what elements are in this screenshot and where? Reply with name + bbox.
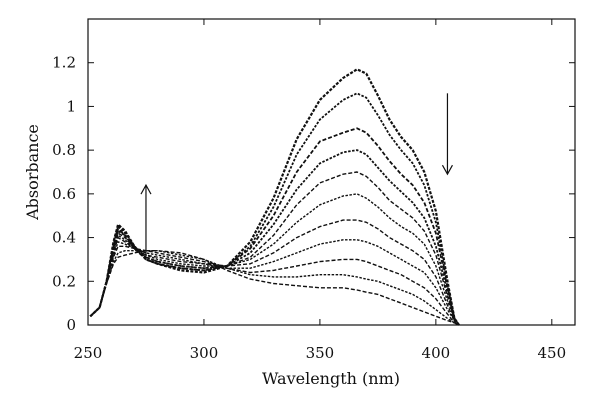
- x-tick-label: 250: [74, 344, 103, 362]
- x-tick-label: 300: [190, 344, 219, 362]
- y-axis-label: Absorbance: [23, 124, 42, 221]
- x-axis-label: Wavelength (nm): [262, 369, 400, 388]
- spectrum-curve: [89, 149, 460, 326]
- trend-arrow-head: [140, 183, 152, 195]
- x-axis-ticks: 250 300 350 400 450: [74, 19, 566, 362]
- spectrum-curve: [89, 219, 460, 326]
- x-tick-label: 450: [537, 344, 566, 362]
- x-tick-label: 400: [422, 344, 451, 362]
- trend-arrows: [140, 93, 453, 256]
- spectra-curves: [89, 68, 460, 326]
- y-tick-label: 0: [66, 316, 76, 334]
- y-tick-label: 0.8: [52, 141, 76, 159]
- spectrum-curve: [89, 250, 460, 326]
- x-tick-label: 350: [306, 344, 335, 362]
- plot-frame: [87, 18, 576, 326]
- spectrum-curve: [89, 193, 460, 326]
- spectrum-curve: [89, 250, 460, 326]
- spectrum-curve: [89, 239, 460, 326]
- spectrum-curve: [89, 92, 460, 326]
- y-tick-label: 0.2: [52, 272, 76, 290]
- y-tick-label: 1.2: [52, 54, 76, 72]
- y-axis-ticks: 0 0.2 0.4 0.6 0.8 1 1.2: [52, 54, 575, 334]
- spectrum-curve: [89, 127, 460, 326]
- spectrum-curve: [89, 245, 460, 326]
- spectrum-curve: [89, 171, 460, 326]
- y-tick-label: 0.6: [52, 185, 76, 203]
- y-tick-label: 1: [66, 97, 76, 115]
- y-tick-label: 0.4: [52, 229, 76, 247]
- trend-arrow-head: [441, 164, 453, 176]
